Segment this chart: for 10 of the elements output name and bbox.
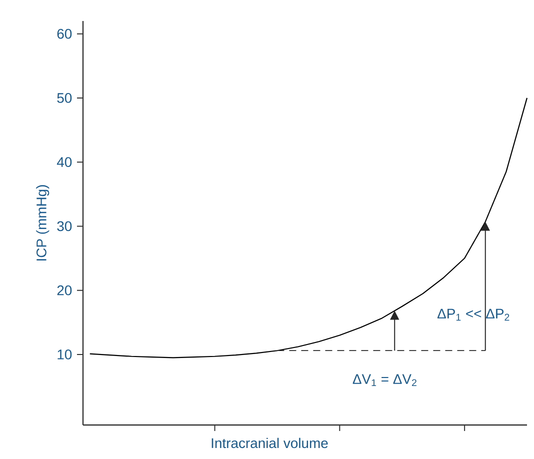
- x-axis-title: Intracranial volume: [212, 438, 328, 448]
- y-tick-label: 40: [56, 157, 72, 168]
- y-tick-label: 50: [57, 93, 72, 103]
- annotation: ΔP$_{1}$ << ΔP$_{2}$: [437, 308, 510, 321]
- y-tick-label: 10: [58, 350, 72, 360]
- y-tick-label: 60: [57, 28, 72, 39]
- y-tick-label: 30: [57, 221, 72, 232]
- annotation: ΔV$_{1}$ = ΔV$_{2}$: [352, 374, 416, 386]
- y-tick-label: 20: [57, 285, 72, 296]
- y-axis-title: ICP (mmHg): [36, 185, 50, 260]
